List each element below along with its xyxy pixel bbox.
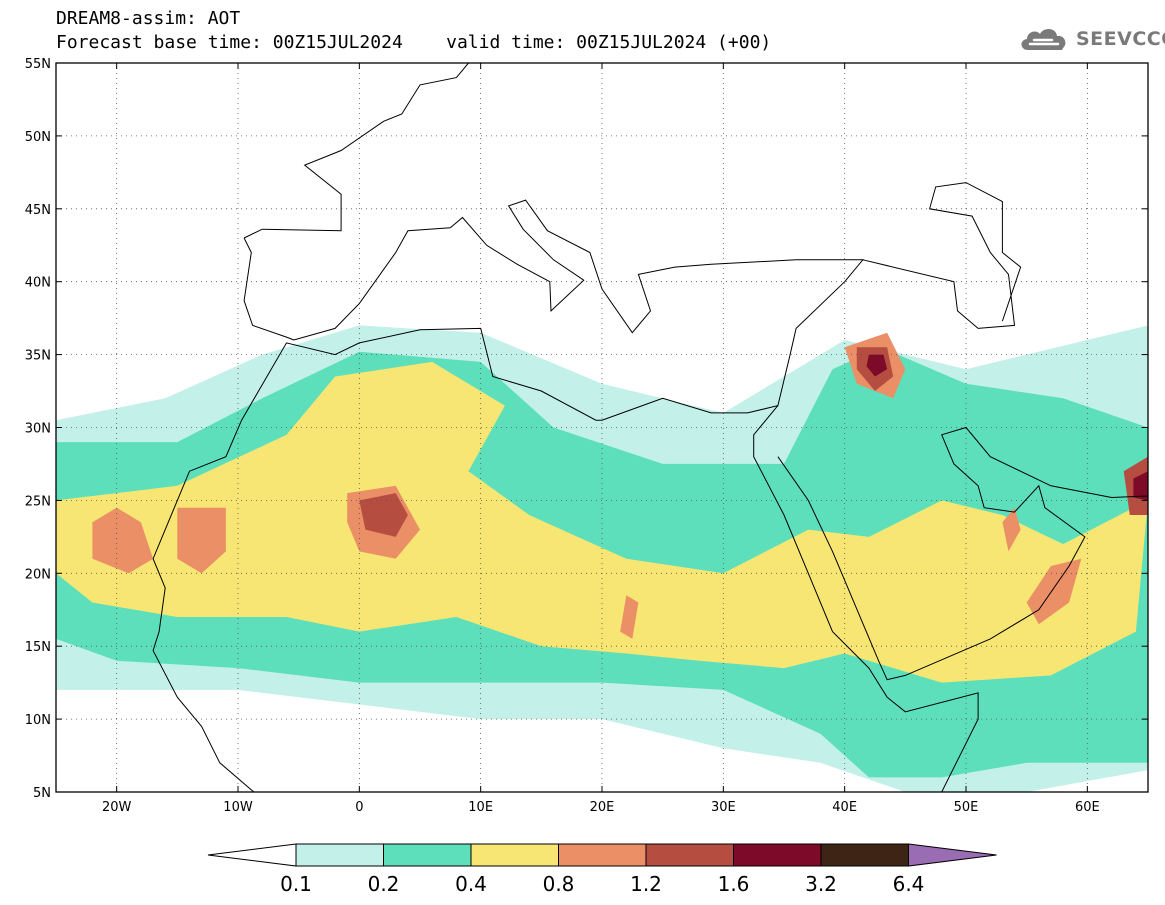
cloud-icon — [1021, 28, 1066, 50]
colorbar-labels: 0.1 0.2 0.4 0.8 1.2 1.6 3.2 6.4 — [280, 872, 924, 896]
colorbar-box — [645, 843, 734, 867]
aot-contour-11 — [359, 493, 408, 537]
lat-label: 5N — [33, 786, 51, 801]
boundary-line-2 — [753, 405, 979, 792]
boundary-line-1 — [152, 199, 864, 792]
lat-label: 35N — [25, 349, 51, 364]
lon-label: 40E — [832, 800, 857, 815]
colorbar-lower-arrow — [207, 843, 297, 867]
lon-label: 50E — [954, 800, 979, 815]
lat-label: 55N — [25, 57, 51, 72]
aot-contour-9 — [620, 595, 639, 639]
lon-label: 60E — [1075, 800, 1100, 815]
map-title: DREAM8-assim: AOT — [56, 8, 241, 29]
colorbar-boxes — [207, 843, 997, 867]
colorbar-box — [383, 843, 472, 867]
lat-label: 15N — [25, 640, 51, 655]
aot-map: 55N 50N 45N 40N 35N 30N 25N 20N 15N 10N 5N 20W 10W 0… — [25, 57, 1149, 815]
colorbar-box — [733, 843, 822, 867]
longitude-labels: 20W 10W 0 10E 20E 30E 40E 50E 60E — [102, 800, 1100, 815]
aot-contour-4 — [177, 507, 226, 574]
colorbar-label: 1.6 — [718, 872, 750, 896]
colorbar-label: 3.2 — [805, 872, 837, 896]
lat-label: 30N — [25, 422, 51, 437]
boundary-line-4 — [862, 182, 1022, 329]
colorbar-label: 0.2 — [368, 872, 400, 896]
lat-label: 45N — [25, 203, 51, 218]
coastlines-and-borders — [152, 63, 1148, 792]
colorbar-box — [558, 843, 647, 867]
aot-contour-13 — [866, 354, 888, 377]
colorbar-label: 0.4 — [455, 872, 487, 896]
lat-label: 20N — [25, 567, 51, 582]
colorbar-label: 0.1 — [280, 872, 312, 896]
colorbar-box — [820, 843, 909, 867]
boundary-line-0 — [243, 63, 469, 239]
lon-label: 10W — [223, 800, 253, 815]
grid-lines — [56, 63, 1148, 792]
lon-label: 20E — [590, 800, 615, 815]
aot-contour-7 — [1002, 507, 1021, 552]
aot-contour-2 — [56, 361, 1148, 683]
lon-label: 30E — [711, 800, 736, 815]
colorbar-label: 6.4 — [893, 872, 925, 896]
forecast-time-line: Forecast base time: 00Z15JUL2024 valid t… — [56, 32, 772, 53]
lon-label: 0 — [355, 800, 363, 815]
colorbar-box — [470, 843, 559, 867]
lat-label: 10N — [25, 713, 51, 728]
latitude-labels: 55N 50N 45N 40N 35N 30N 25N 20N 15N 10N 5N — [25, 57, 51, 801]
brand-name: SEEVCCC — [1076, 28, 1165, 50]
colorbar-label: 1.2 — [630, 872, 662, 896]
colorbar-label: 0.8 — [543, 872, 575, 896]
lat-label: 40N — [25, 276, 51, 291]
seevccc-logo: SEEVCCC — [1018, 24, 1165, 54]
boundary-line-3 — [777, 426, 1148, 681]
lat-label: 50N — [25, 130, 51, 145]
colorbar-upper-arrow — [908, 843, 997, 867]
aot-contour-14 — [1133, 471, 1148, 501]
lon-label: 10E — [468, 800, 493, 815]
aot-contour-3 — [92, 507, 154, 574]
colorbar-box — [295, 843, 384, 867]
lon-label: 20W — [102, 800, 132, 815]
axis-ticks — [56, 62, 1148, 793]
lat-label: 25N — [25, 494, 51, 509]
